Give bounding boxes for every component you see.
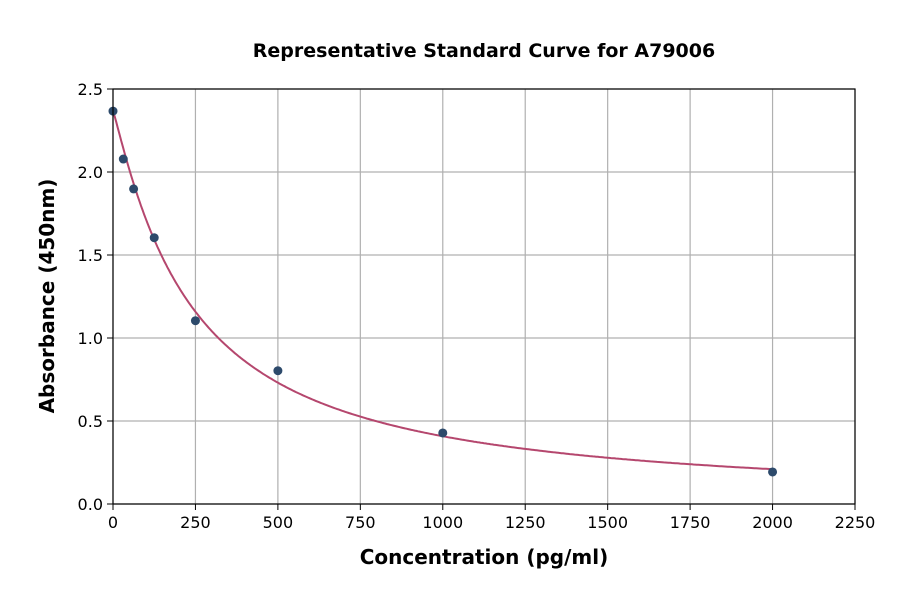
x-tick-label: 500 (263, 513, 294, 532)
y-tick-label: 2.5 (78, 80, 103, 99)
x-tick-label: 0 (108, 513, 118, 532)
x-axis-label: Concentration (pg/ml) (360, 545, 609, 569)
x-tick-label: 2000 (752, 513, 793, 532)
x-tick-label: 1500 (587, 513, 628, 532)
x-tick-label: 1000 (422, 513, 463, 532)
plot-frame (112, 88, 856, 505)
chart-title: Representative Standard Curve for A79006 (253, 40, 715, 62)
x-tick-label: 1750 (670, 513, 711, 532)
y-tick-label: 0.5 (78, 412, 103, 431)
data-point (190, 316, 200, 326)
data-point (438, 428, 448, 438)
data-point (149, 233, 159, 243)
data-point (768, 467, 778, 477)
x-tick-label: 750 (345, 513, 376, 532)
data-point (129, 184, 139, 194)
y-tick-label: 1.5 (78, 246, 103, 265)
y-tick-label: 2.0 (78, 163, 103, 182)
data-point (118, 154, 128, 164)
y-tick-label: 1.0 (78, 329, 103, 348)
x-tick-label: 2250 (835, 513, 876, 532)
x-tick-label: 250 (180, 513, 211, 532)
y-axis-label: Absorbance (450nm) (35, 179, 59, 414)
y-tick-label: 0.0 (78, 495, 103, 514)
x-tick-label: 1250 (505, 513, 546, 532)
data-point (273, 366, 283, 376)
